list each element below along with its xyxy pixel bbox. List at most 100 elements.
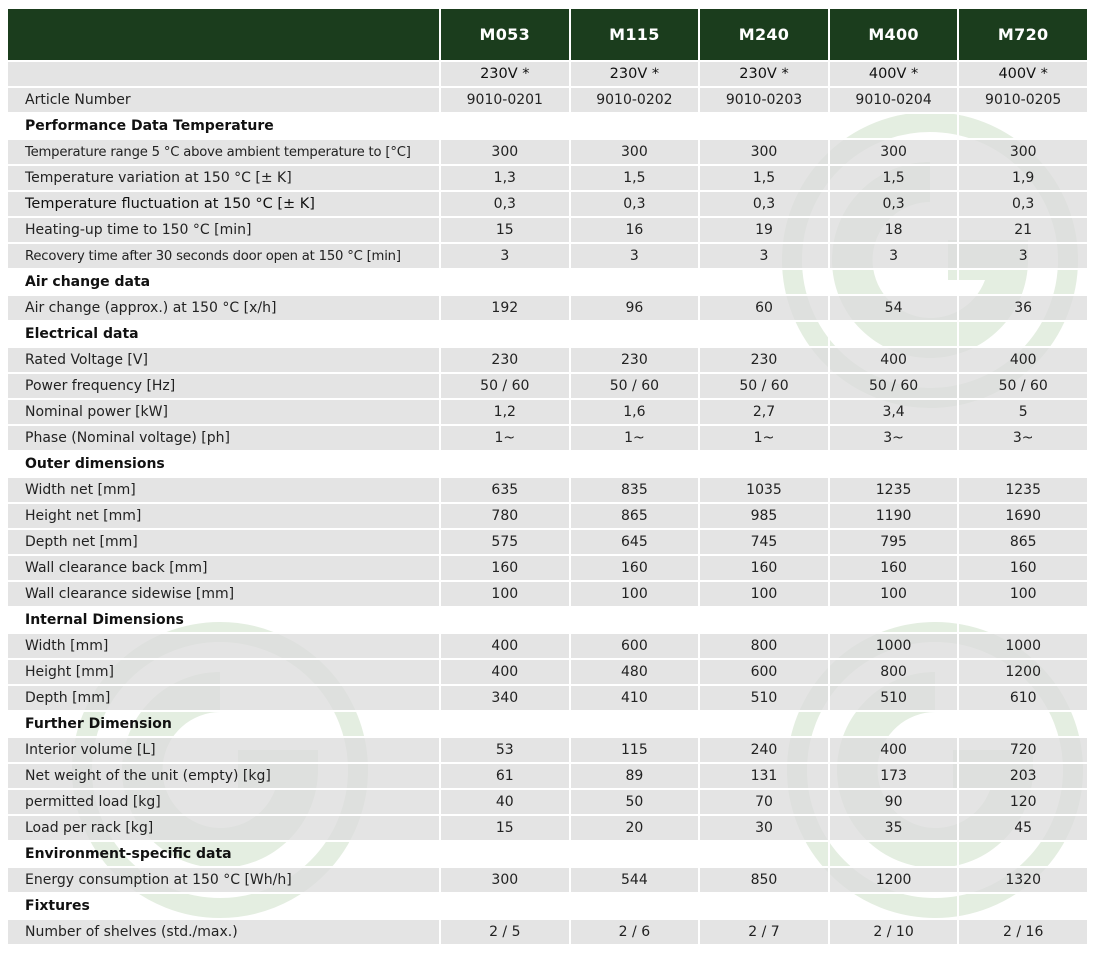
value-cell: 100 xyxy=(698,580,828,606)
value-cell: 70 xyxy=(698,788,828,814)
value-cell: 600 xyxy=(568,632,699,658)
value-cell: 160 xyxy=(827,554,958,580)
value-cell: 300 xyxy=(439,138,569,164)
value-cell: 1320 xyxy=(957,866,1087,892)
value-cell: 1,9 xyxy=(957,164,1087,190)
value-cell: 1,5 xyxy=(568,164,699,190)
row-label: Recovery time after 30 seconds door open… xyxy=(8,242,439,268)
section-empty-cell xyxy=(439,112,569,138)
value-cell: 1035 xyxy=(698,476,828,502)
row-label: Wall clearance back [mm] xyxy=(8,554,439,580)
value-cell: 240 xyxy=(698,736,828,762)
value-cell: 19 xyxy=(698,216,828,242)
table-header: M053 M115 M240 M400 M720 xyxy=(8,9,1087,60)
voltage-cell: 230V * xyxy=(698,60,828,86)
value-cell: 16 xyxy=(568,216,699,242)
value-cell: 1000 xyxy=(957,632,1087,658)
row-label: Width net [mm] xyxy=(8,476,439,502)
section-empty-cell xyxy=(698,320,828,346)
section-empty-cell xyxy=(568,606,699,632)
value-cell: 850 xyxy=(698,866,828,892)
value-cell: 400 xyxy=(827,346,958,372)
value-cell: 1000 xyxy=(827,632,958,658)
section-empty-cell xyxy=(698,112,828,138)
model-header: M240 xyxy=(698,9,828,60)
value-cell: 0,3 xyxy=(827,190,958,216)
value-cell: 50 / 60 xyxy=(439,372,569,398)
table-row: Temperature variation at 150 °C [± K] 1,3… xyxy=(8,164,1087,190)
value-cell: 480 xyxy=(568,658,699,684)
section-header-row: Outer dimensions xyxy=(8,450,1087,476)
voltage-row-label xyxy=(8,60,439,86)
value-cell: 100 xyxy=(957,580,1087,606)
value-cell: 35 xyxy=(827,814,958,840)
section-empty-cell xyxy=(698,450,828,476)
value-cell: 50 / 60 xyxy=(698,372,828,398)
value-cell: 2 / 6 xyxy=(568,918,699,944)
voltage-cell: 230V * xyxy=(568,60,699,86)
value-cell: 1690 xyxy=(957,502,1087,528)
value-cell: 61 xyxy=(439,762,569,788)
value-cell: 400 xyxy=(827,736,958,762)
value-cell: 50 / 60 xyxy=(568,372,699,398)
value-cell: 3 xyxy=(957,242,1087,268)
voltage-cell: 400V * xyxy=(957,60,1087,86)
section-empty-cell xyxy=(568,710,699,736)
table-row: Wall clearance back [mm] 160 160 160 160 160 xyxy=(8,554,1087,580)
section-empty-cell xyxy=(439,892,569,918)
value-cell: 45 xyxy=(957,814,1087,840)
voltage-row: 230V * 230V * 230V * 400V * 400V * xyxy=(8,60,1087,86)
value-cell: 160 xyxy=(698,554,828,580)
value-cell: 0,3 xyxy=(439,190,569,216)
table-row: Air change (approx.) at 150 °C [x/h] 192 9… xyxy=(8,294,1087,320)
section-empty-cell xyxy=(698,268,828,294)
section-title: Environment-specific data xyxy=(8,840,439,866)
row-label: Power frequency [Hz] xyxy=(8,372,439,398)
value-cell: 120 xyxy=(957,788,1087,814)
row-label: Number of shelves (std./max.) xyxy=(8,918,439,944)
section-empty-cell xyxy=(827,112,958,138)
section-empty-cell xyxy=(439,268,569,294)
section-empty-cell xyxy=(827,710,958,736)
row-label: Temperature fluctuation at 150 °C [± K] xyxy=(8,190,439,216)
section-title: Performance Data Temperature xyxy=(8,112,439,138)
value-cell: 1,2 xyxy=(439,398,569,424)
section-empty-cell xyxy=(957,268,1087,294)
value-cell: 1235 xyxy=(957,476,1087,502)
value-cell: 230 xyxy=(698,346,828,372)
value-cell: 3 xyxy=(568,242,699,268)
table-row: Article Number 9010-0201 9010-0202 9010-020… xyxy=(8,86,1087,112)
value-cell: 1235 xyxy=(827,476,958,502)
value-cell: 795 xyxy=(827,528,958,554)
value-cell: 131 xyxy=(698,762,828,788)
value-cell: 3~ xyxy=(957,424,1087,450)
spec-table-container: M053 M115 M240 M400 M720 230V * 230V * 2… xyxy=(8,9,1087,944)
table-row: Rated Voltage [V] 230 230 230 400 400 xyxy=(8,346,1087,372)
value-cell: 865 xyxy=(957,528,1087,554)
value-cell: 9010-0203 xyxy=(698,86,828,112)
value-cell: 1,6 xyxy=(568,398,699,424)
section-empty-cell xyxy=(827,606,958,632)
section-empty-cell xyxy=(698,840,828,866)
table-row: Temperature fluctuation at 150 °C [± K] 0… xyxy=(8,190,1087,216)
value-cell: 340 xyxy=(439,684,569,710)
value-cell: 3 xyxy=(439,242,569,268)
voltage-cell: 230V * xyxy=(439,60,569,86)
row-label: Rated Voltage [V] xyxy=(8,346,439,372)
value-cell: 9010-0205 xyxy=(957,86,1087,112)
table-row: Heating-up time to 150 °C [min] 15 16 19 18 2… xyxy=(8,216,1087,242)
voltage-cell: 400V * xyxy=(827,60,958,86)
section-empty-cell xyxy=(957,450,1087,476)
row-label: Phase (Nominal voltage) [ph] xyxy=(8,424,439,450)
section-empty-cell xyxy=(439,606,569,632)
value-cell: 160 xyxy=(957,554,1087,580)
section-empty-cell xyxy=(827,892,958,918)
section-empty-cell xyxy=(439,320,569,346)
section-title: Air change data xyxy=(8,268,439,294)
row-label: Article Number xyxy=(8,86,439,112)
value-cell: 90 xyxy=(827,788,958,814)
value-cell: 100 xyxy=(439,580,569,606)
value-cell: 3 xyxy=(698,242,828,268)
section-empty-cell xyxy=(439,840,569,866)
section-title: Internal Dimensions xyxy=(8,606,439,632)
